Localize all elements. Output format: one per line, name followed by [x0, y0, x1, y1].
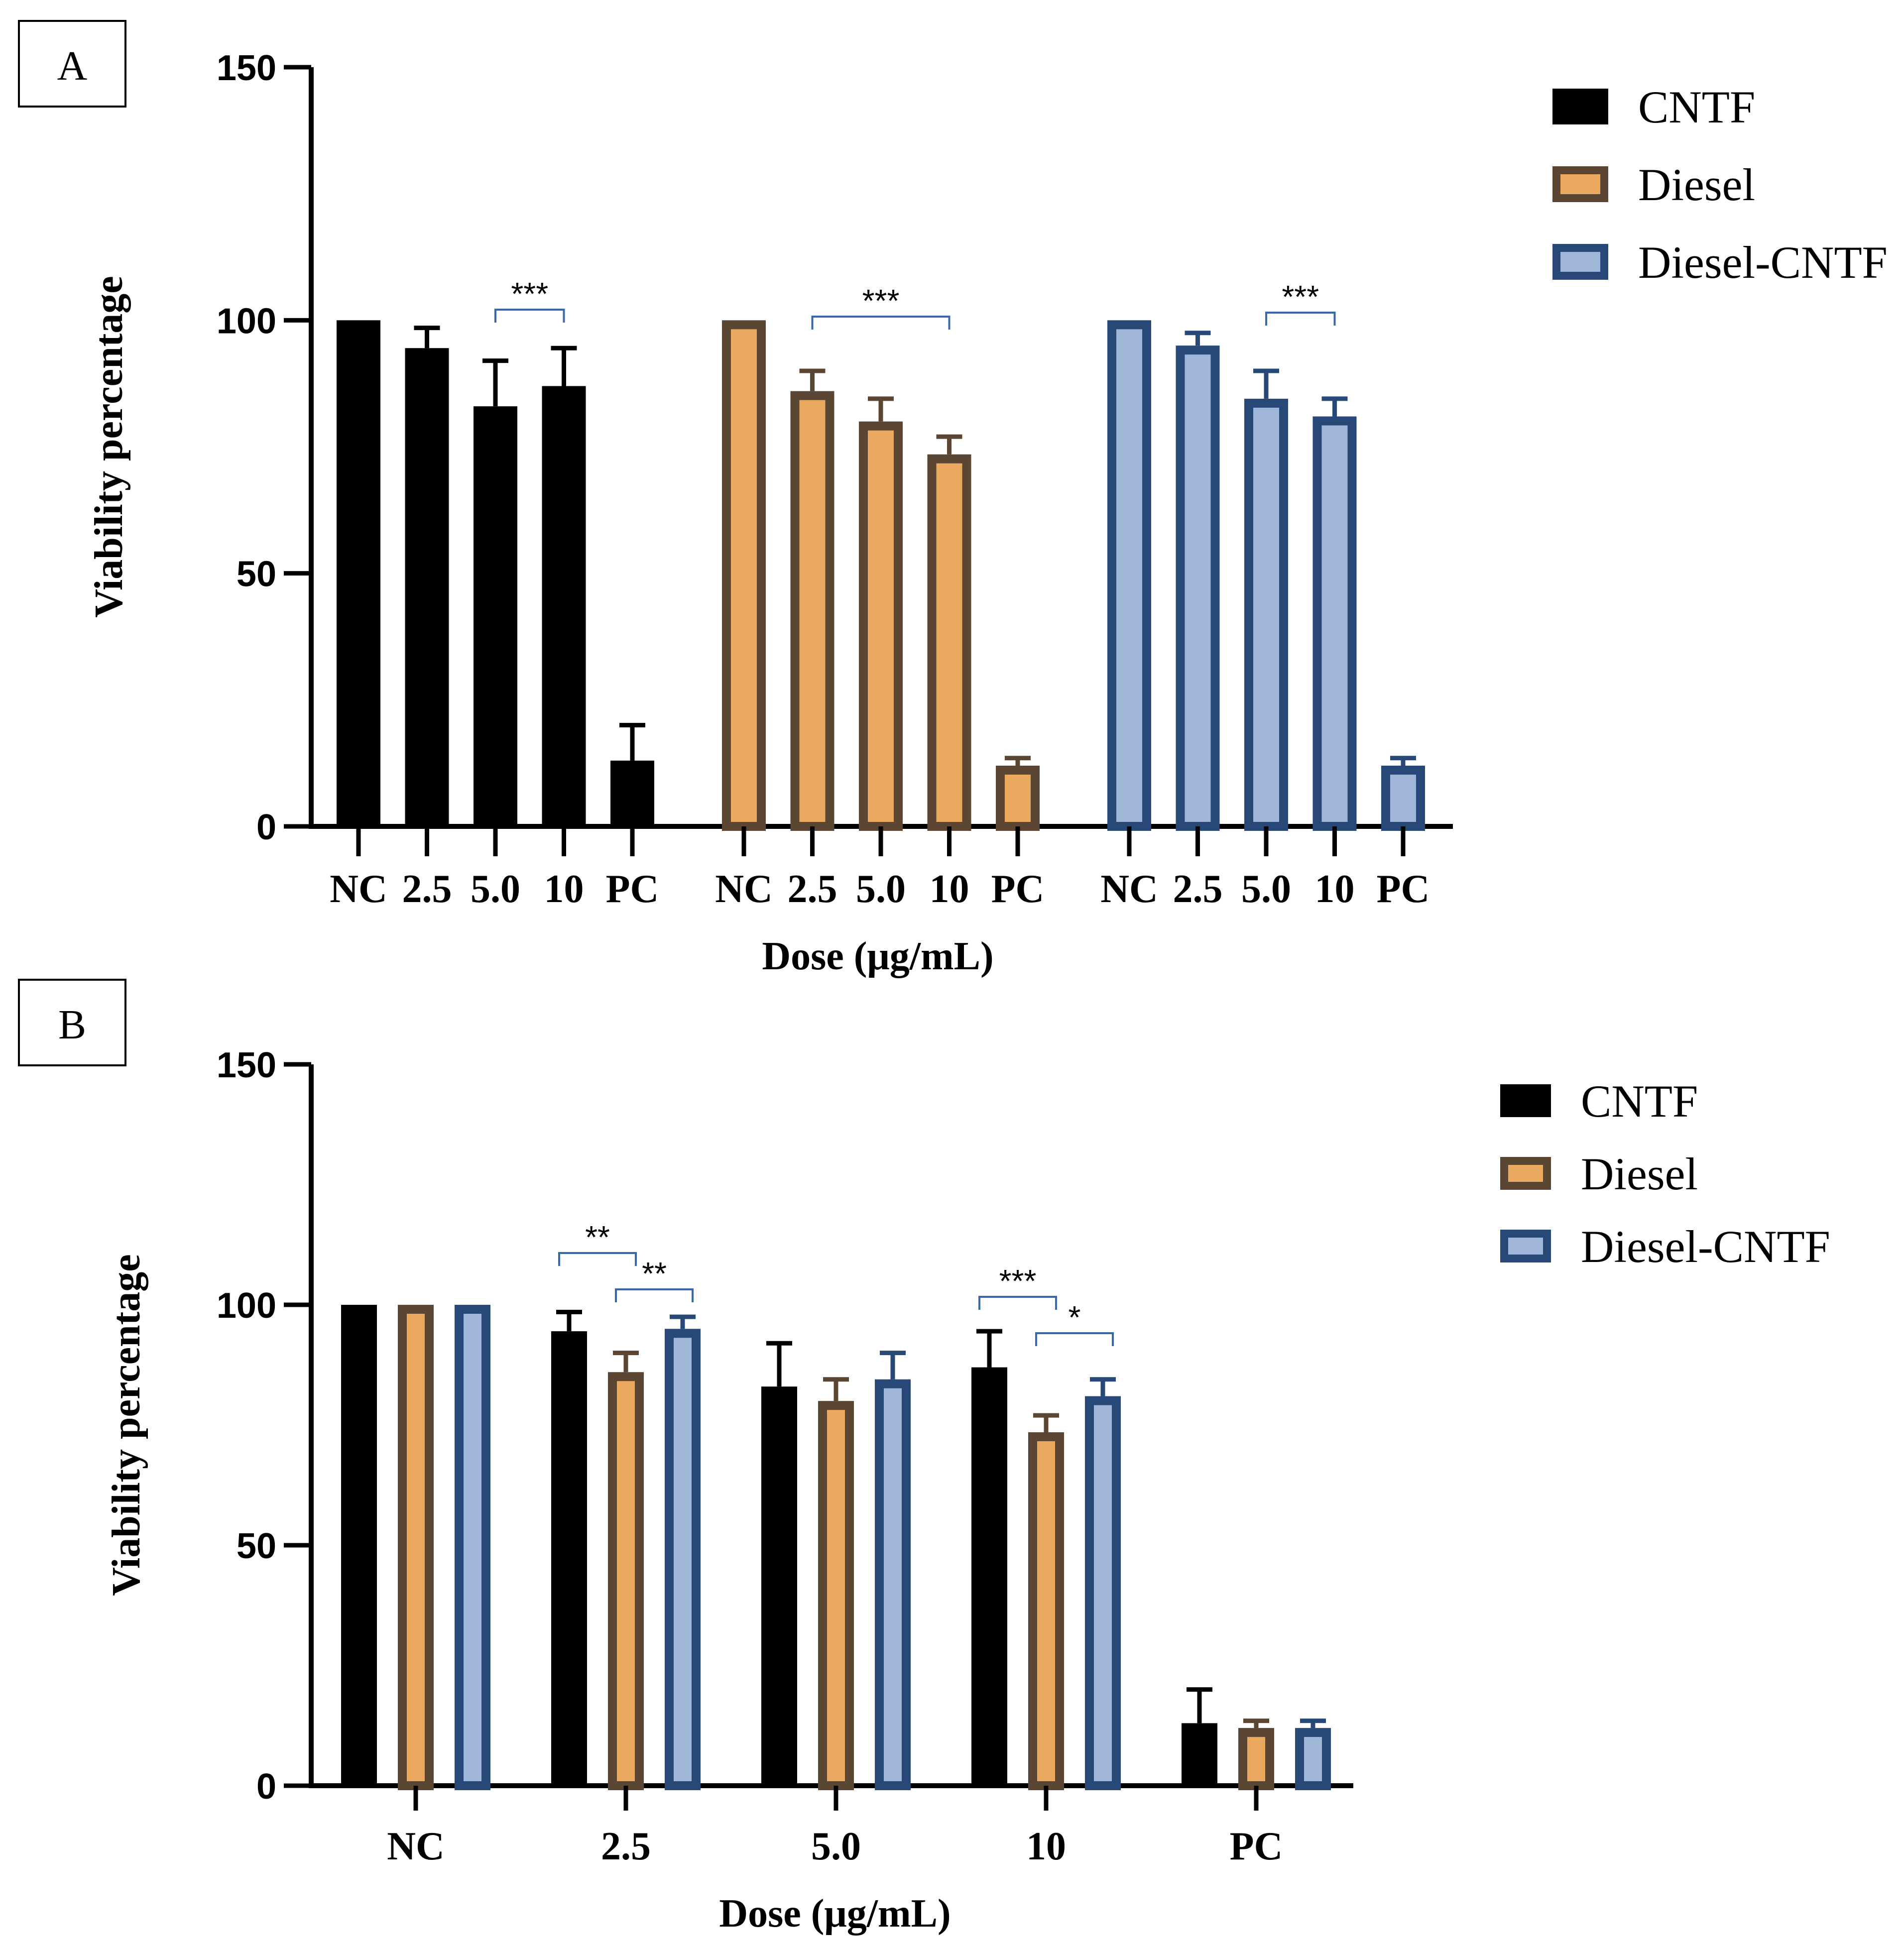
panel-b-plot: 0 50 100 150 Dose (μg/mL) Viability percentag… — [105, 1045, 1830, 1936]
x-tick-label: NC — [1100, 867, 1158, 911]
y-tick-label: 0 — [256, 1767, 276, 1807]
x-tick-label: 10 — [1315, 867, 1355, 911]
y-tick-label: 100 — [217, 301, 276, 341]
bar-diesel-2-5 — [790, 391, 834, 831]
y-tick-label: 100 — [217, 1286, 276, 1326]
bar-diesel-pc — [1238, 1728, 1274, 1791]
bar-diesel-2-5 — [608, 1372, 644, 1790]
bar-diesel-cntf-nc — [455, 1305, 490, 1790]
sig-b-3-label: * — [1069, 1299, 1081, 1335]
legend-label-diesel-cntf: Diesel-CNTF — [1638, 237, 1888, 288]
sig-a-2-label: *** — [1282, 279, 1319, 315]
bar-diesel-pc — [996, 766, 1040, 831]
bar-diesel-cntf-10 — [1312, 416, 1357, 831]
sig-a-1-bracket — [811, 316, 951, 330]
bar-diesel-cntf-10 — [1085, 1396, 1121, 1791]
x-tick-label: 10 — [544, 867, 584, 911]
x-tick-label: 10 — [1026, 1825, 1066, 1868]
x-tick-label: PC — [606, 867, 659, 911]
legend-label-diesel: Diesel — [1638, 159, 1755, 210]
bar-cntf-pc — [1182, 1723, 1217, 1786]
legend-label-cntf: CNTF — [1581, 1076, 1698, 1127]
bar-diesel-cntf-5-0 — [875, 1379, 911, 1790]
x-tick-label: 5.0 — [856, 867, 906, 911]
legend-swatch-cntf — [1552, 89, 1608, 124]
legend-label-diesel: Diesel — [1581, 1148, 1698, 1199]
sig-b-0-bracket — [558, 1252, 637, 1266]
x-tick-label: 5.0 — [1241, 867, 1291, 911]
x-tick-label: 5.0 — [811, 1825, 861, 1868]
x-tick-label: 2.5 — [788, 867, 837, 911]
bar-diesel-5-0 — [818, 1401, 854, 1790]
bar-diesel-cntf-pc — [1381, 766, 1425, 831]
x-tick-label: PC — [991, 867, 1045, 911]
panel-a-plot: 0 50 100 150 Dose (μg/mL) Viability percentag… — [87, 48, 1888, 978]
legend-swatch-diesel — [1500, 1157, 1551, 1190]
bar-diesel-cntf-2-5 — [1176, 345, 1220, 831]
x-tick-label: 2.5 — [1173, 867, 1223, 911]
bar-diesel-nc — [722, 320, 766, 831]
legend-swatch-diesel — [1552, 166, 1608, 202]
x-tick-label: 2.5 — [402, 867, 452, 911]
x-axis-title: Dose (μg/mL) — [719, 1892, 951, 1936]
bar-cntf-pc — [610, 760, 654, 826]
panel-a-label-box — [18, 20, 126, 108]
x-tick-label: NC — [715, 867, 773, 911]
bar-diesel-cntf-5-0 — [1244, 398, 1288, 831]
bar-diesel-10 — [927, 454, 971, 831]
legend-label-cntf: CNTF — [1638, 82, 1755, 132]
bar-diesel-nc — [398, 1305, 434, 1790]
sig-a-0-label: *** — [511, 276, 548, 312]
x-tick-label: PC — [1230, 1825, 1283, 1868]
x-axis-title: Dose (μg/mL) — [762, 934, 993, 978]
bar-cntf-5-0 — [474, 406, 517, 826]
panel-b-label-box — [18, 979, 126, 1066]
bar-diesel-cntf-pc — [1295, 1728, 1331, 1791]
sig-b-0-label: ** — [585, 1219, 610, 1255]
sig-b-2-bracket — [978, 1296, 1057, 1310]
x-tick-label: 5.0 — [471, 867, 520, 911]
bar-cntf-10 — [971, 1367, 1007, 1786]
panel-a-label: A — [57, 43, 88, 89]
y-axis-title: Viability percentage — [87, 276, 131, 618]
bar-cntf-10 — [542, 386, 586, 826]
bar-diesel-cntf-nc — [1107, 320, 1151, 831]
panel-a: A 0 50 100 150 Dose (μg/mL) Viability percent… — [18, 20, 1888, 978]
sig-a-2-bracket — [1265, 312, 1336, 326]
bar-cntf-5-0 — [761, 1386, 797, 1786]
panel-b: B 0 50 100 150 Dose (μg/mL) Viability percent… — [18, 979, 1830, 1936]
y-tick-label: 50 — [237, 1526, 276, 1566]
legend-swatch-diesel-cntf — [1500, 1230, 1551, 1262]
y-tick-label: 150 — [217, 1045, 276, 1085]
sig-b-1-label: ** — [642, 1256, 667, 1291]
x-tick-label: 2.5 — [601, 1825, 651, 1868]
legend-swatch-diesel-cntf — [1552, 244, 1608, 280]
x-tick-label: NC — [330, 867, 387, 911]
y-tick-label: 0 — [256, 807, 276, 847]
sig-b-3-bracket — [1035, 1332, 1114, 1346]
y-tick-label: 50 — [237, 555, 276, 594]
x-tick-label: NC — [387, 1825, 445, 1868]
bar-diesel-5-0 — [859, 421, 903, 831]
bar-cntf-2-5 — [551, 1331, 587, 1786]
bar-diesel-10 — [1028, 1432, 1064, 1790]
legend-swatch-cntf — [1500, 1084, 1551, 1117]
sig-a-1-label: *** — [862, 283, 900, 319]
sig-b-1-bracket — [615, 1288, 694, 1302]
panel-b-label: B — [58, 1002, 86, 1048]
y-axis-title: Viability percentage — [105, 1254, 148, 1596]
x-tick-label: PC — [1377, 867, 1430, 911]
sig-a-0-bracket — [494, 309, 565, 323]
sig-b-2-label: *** — [999, 1263, 1037, 1299]
legend-label-diesel-cntf: Diesel-CNTF — [1581, 1221, 1830, 1272]
bar-cntf-2-5 — [405, 348, 449, 826]
y-tick-label: 150 — [217, 48, 276, 88]
bar-cntf-nc — [341, 1305, 377, 1786]
bar-cntf-nc — [337, 320, 380, 826]
bar-diesel-cntf-2-5 — [665, 1329, 701, 1791]
x-tick-label: 10 — [930, 867, 969, 911]
